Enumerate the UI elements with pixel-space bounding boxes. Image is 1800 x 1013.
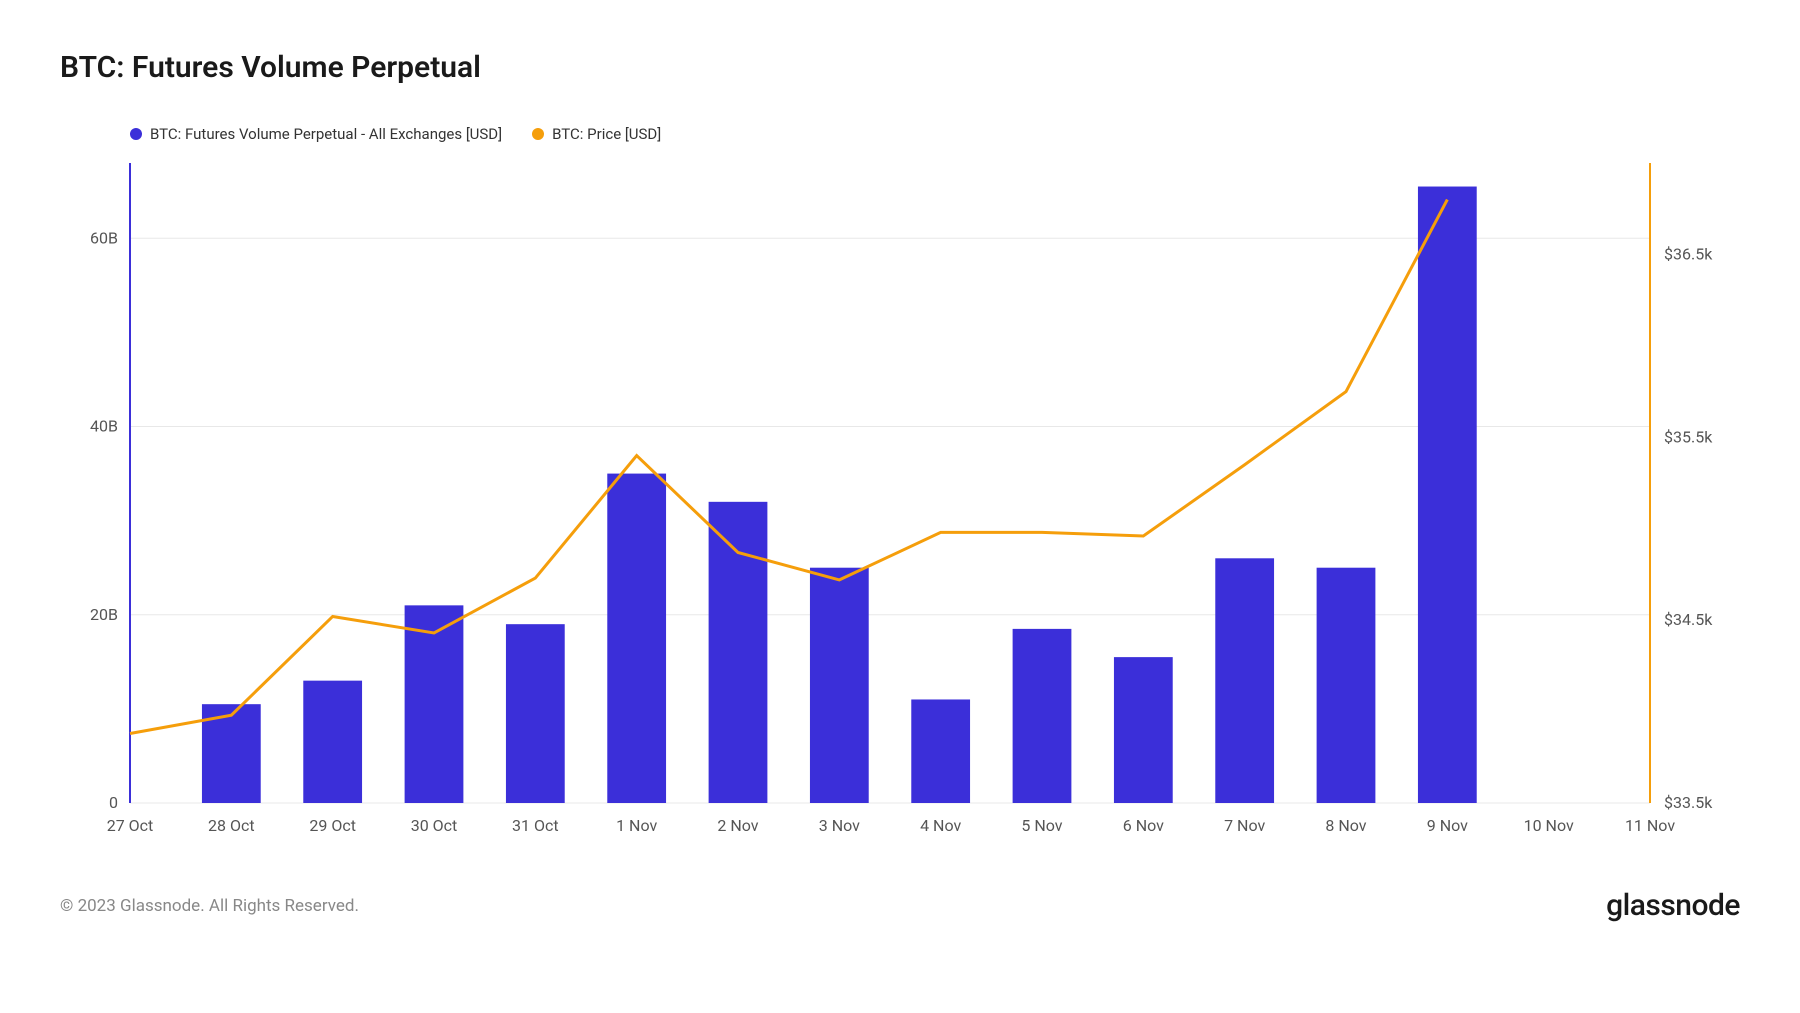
x-tick: 29 Oct [309, 816, 356, 835]
bar [405, 605, 464, 803]
bar [810, 568, 869, 803]
x-tick: 8 Nov [1325, 816, 1366, 835]
y-tick-right: $33.5k [1664, 793, 1713, 812]
bar [1114, 657, 1173, 803]
bar [506, 624, 565, 803]
copyright-text: © 2023 Glassnode. All Rights Reserved. [60, 896, 359, 916]
legend-item-volume: BTC: Futures Volume Perpetual - All Exch… [130, 125, 502, 143]
x-tick: 4 Nov [920, 816, 961, 835]
x-tick: 11 Nov [1625, 816, 1675, 835]
y-tick-left: 40B [90, 417, 118, 436]
legend-marker-icon [532, 128, 544, 140]
bar [607, 474, 666, 803]
y-tick-left: 0 [109, 793, 118, 812]
y-tick-right: $34.5k [1664, 610, 1713, 629]
bar [1013, 629, 1072, 803]
x-tick: 3 Nov [819, 816, 860, 835]
x-tick: 28 Oct [208, 816, 255, 835]
legend-label: BTC: Futures Volume Perpetual - All Exch… [150, 125, 502, 143]
chart-svg: 0 20B 40B 60B $33.5k $34.5k $35.5k $36.5k 27 Oct… [60, 153, 1740, 853]
bar [303, 681, 362, 803]
x-tick: 31 Oct [512, 816, 559, 835]
bar [709, 502, 768, 803]
x-tick: 9 Nov [1427, 816, 1468, 835]
x-tick: 30 Oct [411, 816, 458, 835]
bar [911, 699, 970, 803]
x-tick: 1 Nov [616, 816, 657, 835]
x-tick: 6 Nov [1123, 816, 1164, 835]
y-tick-right: $36.5k [1664, 244, 1713, 263]
chart-title: BTC: Futures Volume Perpetual [60, 50, 1740, 85]
x-tick: 5 Nov [1021, 816, 1062, 835]
x-tick: 10 Nov [1524, 816, 1574, 835]
legend-label: BTC: Price [USD] [552, 125, 661, 143]
bar [1418, 187, 1477, 803]
bar [1317, 568, 1376, 803]
footer: © 2023 Glassnode. All Rights Reserved. g… [60, 888, 1740, 923]
x-tick: 7 Nov [1224, 816, 1265, 835]
y-tick-left: 20B [90, 605, 118, 624]
chart-area: 0 20B 40B 60B $33.5k $34.5k $35.5k $36.5k 27 Oct… [60, 153, 1740, 853]
brand-logo: glassnode [1606, 888, 1740, 923]
x-tick: 27 Oct [107, 816, 154, 835]
x-tick: 2 Nov [717, 816, 758, 835]
legend-marker-icon [130, 128, 142, 140]
y-tick-right: $35.5k [1664, 427, 1713, 446]
y-tick-left: 60B [90, 228, 118, 247]
chart-legend: BTC: Futures Volume Perpetual - All Exch… [130, 125, 1740, 143]
legend-item-price: BTC: Price [USD] [532, 125, 661, 143]
bar [1215, 558, 1274, 803]
